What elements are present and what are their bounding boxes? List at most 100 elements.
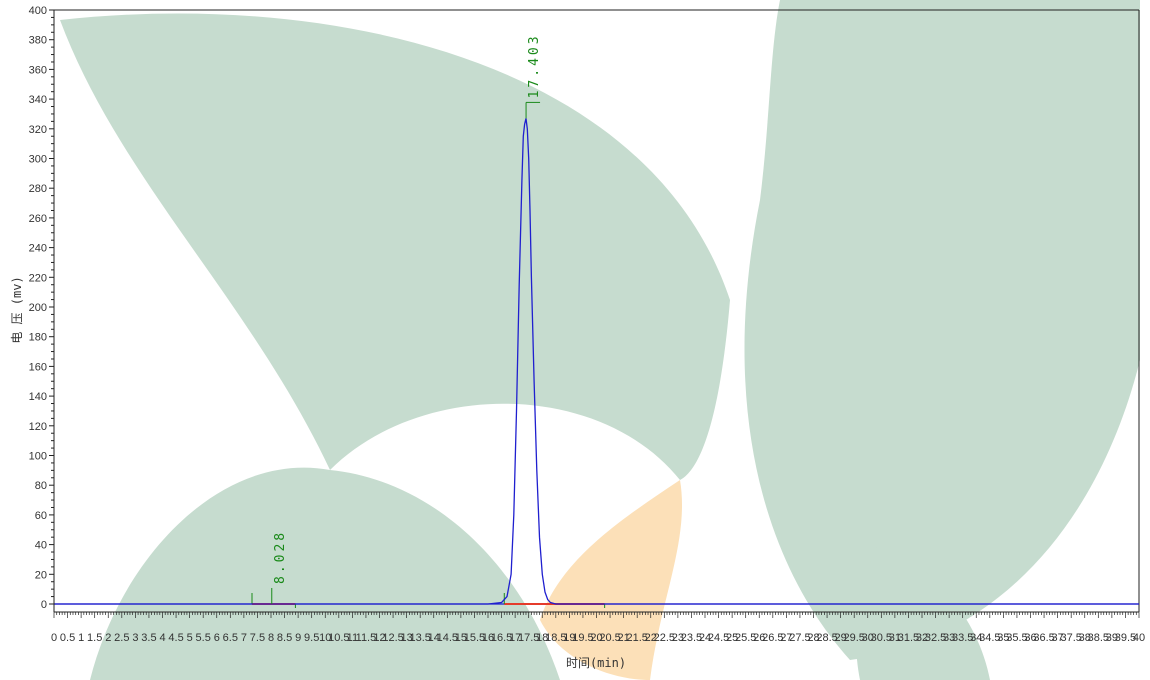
- x-tick-label: 17: [509, 632, 521, 644]
- y-tick-label: 360: [29, 64, 47, 76]
- x-tick-label: 3.5: [141, 632, 156, 644]
- chromatogram-trace-1: [54, 118, 1139, 605]
- y-tick-label: 140: [29, 391, 47, 403]
- x-tick-label: 34: [970, 632, 982, 644]
- y-axis-title: 电 压 (mv): [10, 276, 24, 343]
- x-tick-label: 15.5: [464, 632, 485, 644]
- x-tick-label: 8: [268, 632, 274, 644]
- x-tick-label: 26.5: [762, 632, 783, 644]
- y-tick-label: 20: [35, 569, 47, 581]
- x-tick-label: 38: [1079, 632, 1091, 644]
- watermark-leaves: [60, 0, 1140, 680]
- watermark-leaf-right: [744, 0, 1140, 660]
- x-tick-label: 39.5: [1115, 632, 1136, 644]
- x-tick-label: 27: [780, 632, 792, 644]
- y-tick-label: 240: [29, 243, 47, 255]
- x-tick-label: 23.5: [681, 632, 702, 644]
- x-tick-label: 17.5: [518, 632, 539, 644]
- x-tick-label: 24.5: [708, 632, 729, 644]
- x-tick-label: 14.5: [437, 632, 458, 644]
- x-tick-label: 25: [726, 632, 738, 644]
- y-tick-label: 300: [29, 154, 47, 166]
- x-tick-label: 32: [916, 632, 928, 644]
- x-tick-label: 12: [373, 632, 385, 644]
- watermark-leaf-bottom-right: [856, 540, 990, 680]
- x-tick-label: 13: [401, 632, 413, 644]
- x-tick-label: 2: [105, 632, 111, 644]
- x-tick-label: 31: [889, 632, 901, 644]
- y-tick-label: 340: [29, 94, 47, 106]
- watermark-leaf-orange: [540, 480, 683, 680]
- x-tick-label: 16: [482, 632, 494, 644]
- x-tick-label: 36: [1024, 632, 1036, 644]
- y-tick-label: 60: [35, 510, 47, 522]
- peak-label-2: 17.403: [527, 33, 542, 98]
- x-tick-label: 0: [51, 632, 57, 644]
- x-tick-label: 1: [78, 632, 84, 644]
- x-tick-label: 19.5: [572, 632, 593, 644]
- x-tick-label: 2.5: [114, 632, 129, 644]
- x-tick-label: 31.5: [898, 632, 919, 644]
- y-tick-label: 200: [29, 302, 47, 314]
- y-tick-label: 380: [29, 35, 47, 47]
- x-tick-label: 29: [835, 632, 847, 644]
- x-tick-label: 20: [590, 632, 602, 644]
- x-tick-label: 38.5: [1088, 632, 1109, 644]
- x-tick-label: 14: [428, 632, 440, 644]
- y-tick-label: 320: [29, 124, 47, 136]
- y-tick-label: 180: [29, 332, 47, 344]
- x-tick-label: 27.5: [789, 632, 810, 644]
- x-axis: 0 0.5 1 1.5 2 2.5 3 3.5 4 4.5 5 5.5 6 6.5 7 7.5 8 8.5 9 9.5…: [51, 611, 1145, 644]
- y-tick-label: 400: [29, 5, 47, 17]
- plot-area: 8.028 17.403: [54, 9, 1140, 612]
- x-tick-label: 33.5: [952, 632, 973, 644]
- x-tick-label: 18.5: [545, 632, 566, 644]
- x-tick-label: 10.5: [328, 632, 349, 644]
- x-tick-label: 6.5: [223, 632, 238, 644]
- x-tick-label: 11.5: [356, 632, 377, 644]
- x-tick-label: 22: [645, 632, 657, 644]
- x-axis-title: 时间(min): [566, 656, 626, 670]
- x-tick-label: 4: [159, 632, 165, 644]
- x-tick-label: 7: [241, 632, 247, 644]
- x-tick-label: 37: [1052, 632, 1064, 644]
- y-tick-label: 0: [41, 599, 47, 611]
- x-tick-label: 25.5: [735, 632, 756, 644]
- watermark-leaf-bottom-left: [90, 467, 560, 680]
- x-tick-label: 19: [563, 632, 575, 644]
- x-tick-label: 24: [699, 632, 711, 644]
- y-tick-label: 100: [29, 451, 47, 463]
- x-tick-label: 29.5: [843, 632, 864, 644]
- x-tick-label: 28.5: [816, 632, 837, 644]
- watermark-leaf-top-left: [60, 13, 730, 480]
- x-tick-label: 37.5: [1060, 632, 1081, 644]
- peak-label-1: 8.028: [273, 530, 288, 584]
- x-tick-label: 13.5: [409, 632, 430, 644]
- x-tick-label: 21: [618, 632, 630, 644]
- x-tick-label: 4.5: [168, 632, 183, 644]
- x-tick-label: 0.5: [60, 632, 75, 644]
- x-tick-label: 11: [347, 632, 358, 644]
- x-tick-label: 10: [319, 632, 331, 644]
- x-tick-label: 9.5: [304, 632, 319, 644]
- x-tick-label: 40: [1133, 632, 1145, 644]
- x-tick-label: 30: [862, 632, 874, 644]
- x-tick-label: 5.5: [196, 632, 211, 644]
- x-tick-label: 21.5: [626, 632, 647, 644]
- x-tick-label: 28: [807, 632, 819, 644]
- y-tick-label: 120: [29, 421, 47, 433]
- x-tick-label: 20.5: [599, 632, 620, 644]
- x-tick-label: 12.5: [382, 632, 403, 644]
- x-tick-label: 26: [753, 632, 765, 644]
- x-tick-label: 35: [997, 632, 1009, 644]
- y-tick-label: 40: [35, 540, 47, 552]
- x-tick-label: 3: [132, 632, 138, 644]
- y-tick-label: 260: [29, 213, 47, 225]
- x-tick-label: 9: [295, 632, 301, 644]
- y-tick-label: 80: [35, 480, 47, 492]
- y-axis: 0 20 40 60 80 100 120 140 160 180 200 220 240 260 280 3…: [29, 5, 55, 612]
- x-tick-label: 18: [536, 632, 548, 644]
- y-tick-label: 220: [29, 272, 47, 284]
- x-tick-label: 34.5: [979, 632, 1000, 644]
